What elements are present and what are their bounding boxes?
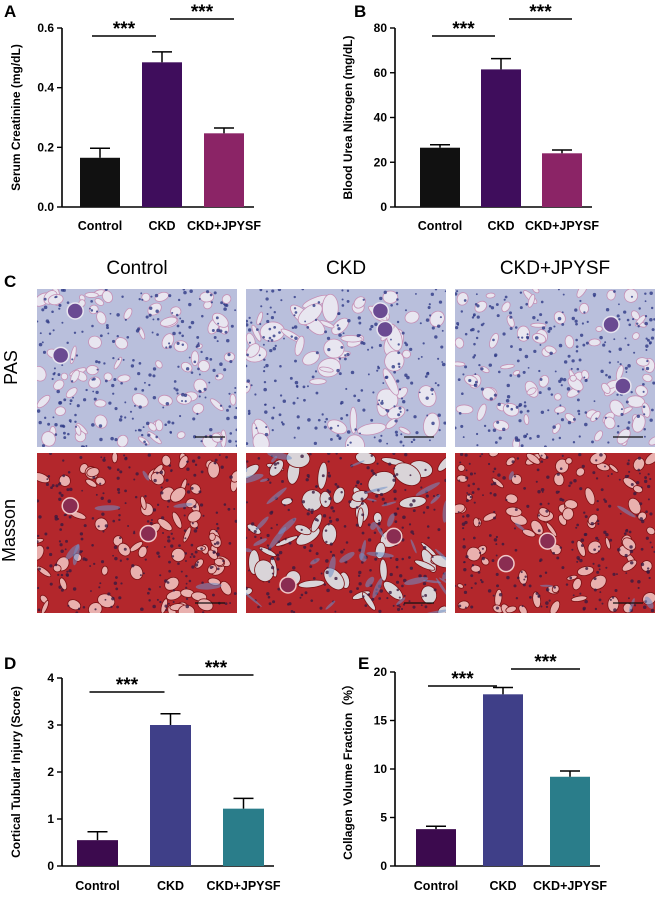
bar xyxy=(223,808,264,866)
y-tick-label: 0.6 xyxy=(37,21,54,35)
significance-label: *** xyxy=(529,2,552,23)
row-label-pas: PAS xyxy=(0,350,21,385)
micrograph-pas-control xyxy=(37,289,237,447)
bar xyxy=(77,840,118,866)
y-tick-label: 10 xyxy=(374,762,388,776)
x-tick-label: CKD+JPYSF xyxy=(187,219,261,233)
y-axis-label: Collagen Volume Fraction（%） xyxy=(340,678,355,860)
bar xyxy=(204,133,244,207)
bar xyxy=(483,694,523,866)
y-tick-label: 15 xyxy=(374,714,388,728)
significance-label: *** xyxy=(452,19,475,40)
y-tick-label: 0 xyxy=(380,859,387,873)
micrograph-masson-ckd-jpysf xyxy=(455,453,655,613)
y-tick-label: 0 xyxy=(47,859,54,873)
x-tick-label: Control xyxy=(75,879,119,893)
y-tick-label: 0.0 xyxy=(37,200,54,214)
panel-letter-a: A xyxy=(4,2,17,21)
micrograph-pas-ckd-jpysf xyxy=(455,289,655,447)
micrograph-masson-control xyxy=(37,453,237,613)
x-tick-label: Control xyxy=(414,879,458,893)
chart-collagen-volume-fraction: 0 5 10 15 20 Collagen Volume Fraction（%） Contr… xyxy=(340,652,607,893)
bar xyxy=(550,776,590,866)
significance-label: *** xyxy=(191,2,214,23)
y-tick-label: 1 xyxy=(47,812,54,826)
x-tick-label: CKD xyxy=(487,219,514,233)
significance-label: *** xyxy=(205,658,228,679)
y-tick-label: 0 xyxy=(380,200,387,214)
chart-blood-urea-nitrogen: 0 20 40 60 80 Blood Urea Nitrogen (mg/dL) Cont… xyxy=(341,2,599,233)
x-tick-label: CKD xyxy=(157,879,184,893)
y-tick-label: 2 xyxy=(47,765,54,779)
bar xyxy=(150,725,191,866)
significance-label: *** xyxy=(116,675,139,696)
column-title-control: Control xyxy=(106,258,168,279)
micrograph-pas-ckd xyxy=(246,289,446,447)
bar xyxy=(420,147,460,207)
x-tick-label: Control xyxy=(418,219,462,233)
column-title-ckd-jpysf: CKD+JPYSF xyxy=(499,258,611,279)
panel-letter-b: B xyxy=(354,2,367,21)
y-tick-label: 40 xyxy=(374,111,388,125)
bar xyxy=(80,157,120,207)
y-tick-label: 20 xyxy=(374,155,388,169)
y-axis-label: Blood Urea Nitrogen (mg/dL) xyxy=(341,36,355,200)
x-tick-label: CKD xyxy=(489,879,516,893)
micrograph-masson-ckd xyxy=(246,453,446,613)
column-title-ckd: CKD xyxy=(325,258,367,279)
chart-cortical-tubular-injury: 0 1 2 3 4 Cortical Tubular Injury (Score) Cont… xyxy=(9,658,281,893)
y-tick-label: 60 xyxy=(374,66,388,80)
row-label-masson: Masson xyxy=(0,498,20,563)
significance-label: *** xyxy=(534,652,557,673)
y-tick-label: 20 xyxy=(374,665,388,679)
bar xyxy=(142,62,182,207)
x-tick-label: Control xyxy=(78,219,122,233)
bar xyxy=(542,153,582,207)
bar xyxy=(416,829,456,866)
x-tick-label: CKD+JPYSF xyxy=(525,219,599,233)
panel-letter-d: D xyxy=(4,654,17,673)
y-axis-label: Serum Creatinine (mg/dL) xyxy=(9,44,23,191)
x-tick-label: CKD+JPYSF xyxy=(533,879,607,893)
y-tick-label: 3 xyxy=(47,718,54,732)
y-tick-label: 5 xyxy=(380,811,387,825)
panel-letter-e: E xyxy=(358,654,370,673)
y-tick-label: 80 xyxy=(374,21,388,35)
y-tick-label: 4 xyxy=(47,671,54,685)
y-tick-label: 0.2 xyxy=(37,140,54,154)
chart-serum-creatinine: 0.0 0.2 0.4 0.6 Serum Creatinine (mg/dL) Cont… xyxy=(9,2,261,233)
x-tick-label: CKD+JPYSF xyxy=(207,879,281,893)
bar xyxy=(481,69,521,207)
x-tick-label: CKD xyxy=(148,219,175,233)
significance-label: *** xyxy=(113,19,136,40)
y-tick-label: 0.4 xyxy=(37,81,54,95)
y-axis-label: Cortical Tubular Injury (Score) xyxy=(9,686,23,858)
panel-letter-c: C xyxy=(4,272,17,291)
significance-label: *** xyxy=(451,669,474,690)
